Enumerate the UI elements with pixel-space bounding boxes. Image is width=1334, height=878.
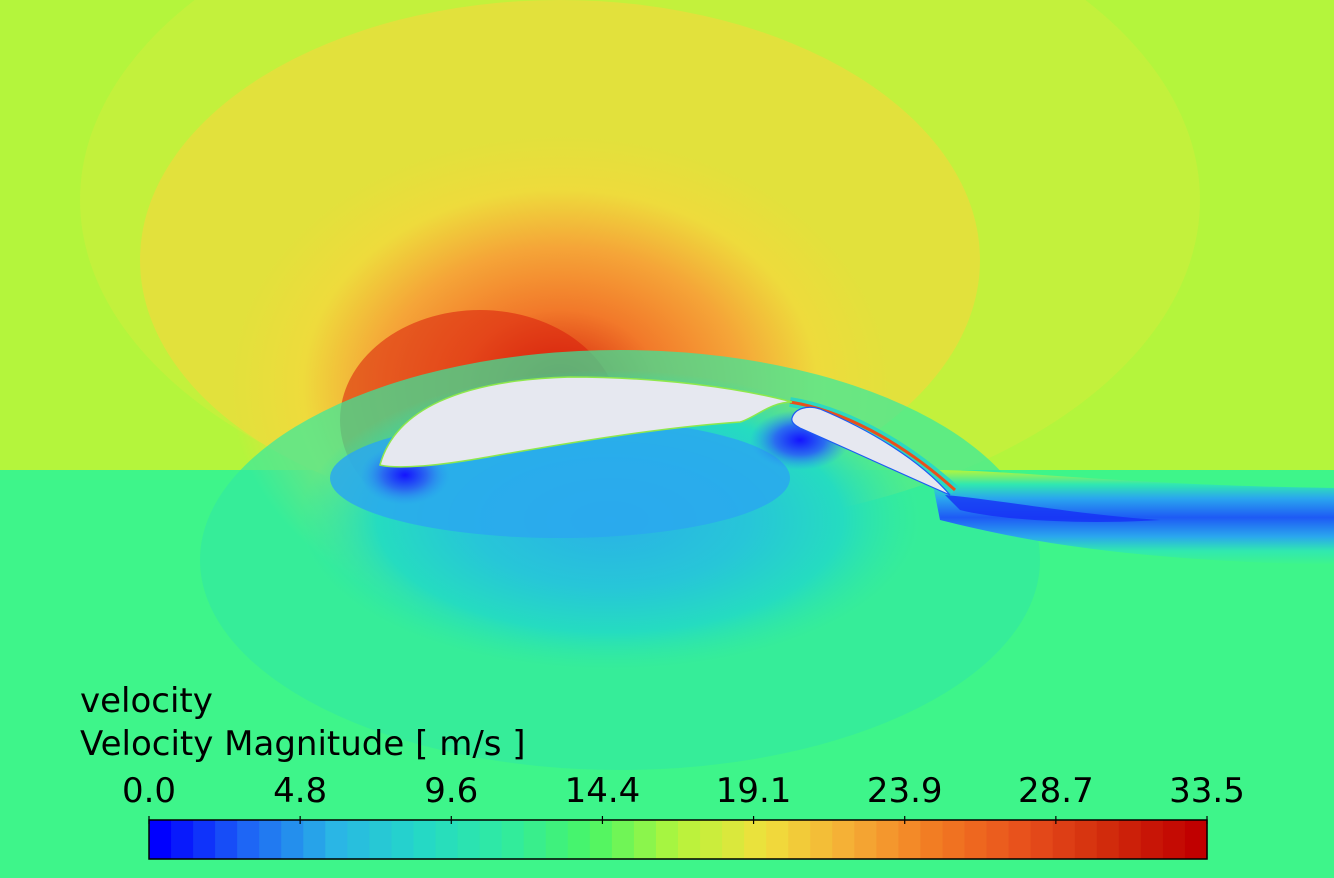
colorbar-band <box>611 820 635 859</box>
colorbar-band <box>171 820 194 859</box>
colorbar-band <box>523 820 547 859</box>
colorbar-band <box>215 820 238 859</box>
colorbar-band <box>1140 820 1164 859</box>
wake-region <box>930 470 1334 565</box>
colorbar-band <box>942 820 966 859</box>
colorbar-band <box>655 820 679 859</box>
colorbar-band <box>589 820 613 859</box>
colorbar-band <box>876 820 900 859</box>
colorbar-band <box>1118 820 1142 859</box>
colorbar-frame <box>148 819 1208 860</box>
colorbar-tick-label: 28.7 <box>1017 771 1094 811</box>
main-airfoil <box>379 376 793 468</box>
colorbar-band <box>369 820 393 859</box>
colorbar-band <box>457 820 481 859</box>
colorbar-band <box>744 820 767 859</box>
legend-quantity: Velocity Magnitude <box>80 724 405 764</box>
colorbar-band <box>567 820 591 859</box>
legend-title: Velocity Magnitude [ m/s ] <box>80 725 526 763</box>
legend-variable: velocity <box>80 681 213 721</box>
colorbar-band <box>964 820 988 859</box>
colorbar-band <box>700 820 723 859</box>
colorbar-tick-label: 14.4 <box>564 771 641 811</box>
colorbar-band <box>1008 820 1032 859</box>
colorbar-tick-label: 9.6 <box>424 771 479 811</box>
colorbar-tick-label: 33.5 <box>1169 771 1245 811</box>
colorbar-band <box>788 820 811 859</box>
colorbar-tick-label: 19.1 <box>715 771 792 811</box>
flap-airfoil <box>791 406 951 496</box>
colorbar-band <box>810 820 833 859</box>
colorbar-band <box>1030 820 1054 859</box>
colorbar-band <box>1184 820 1208 859</box>
colorbar <box>148 816 1208 860</box>
wake-core <box>945 495 1160 522</box>
colorbar-band <box>832 820 855 859</box>
colorbar-band <box>898 820 922 859</box>
colorbar-band <box>281 820 304 859</box>
colorbar-band <box>237 820 260 859</box>
colorbar-band <box>435 820 459 859</box>
colorbar-band <box>545 820 569 859</box>
colorbar-band <box>633 820 657 859</box>
colorbar-band <box>1074 820 1098 859</box>
colorbar-band <box>259 820 282 859</box>
colorbar-band <box>347 820 371 859</box>
colorbar-tick-label: 4.8 <box>273 771 328 811</box>
colorbar-band <box>303 820 326 859</box>
colorbar-band <box>1162 820 1186 859</box>
colorbar-band <box>149 820 172 859</box>
colorbar-band <box>722 820 745 859</box>
colorbar-band <box>479 820 503 859</box>
colorbar-tick-label: 0.0 <box>121 771 177 811</box>
colorbar-band <box>766 820 789 859</box>
colorbar-band <box>854 820 877 859</box>
colorbar-band <box>1096 820 1120 859</box>
colorbar-band <box>193 820 216 859</box>
colorbar-band <box>920 820 944 859</box>
colorbar-tick-label: 23.9 <box>866 771 943 811</box>
colorbar-band <box>986 820 1010 859</box>
colorbar-band <box>391 820 415 859</box>
colorbar-band <box>413 820 437 859</box>
colorbar-band <box>501 820 525 859</box>
legend-unit: [ m/s ] <box>415 724 526 764</box>
colorbar-band <box>678 820 701 859</box>
colorbar-band <box>1052 820 1076 859</box>
shear-layer-peak <box>789 400 957 492</box>
colorbar-band <box>325 820 348 859</box>
